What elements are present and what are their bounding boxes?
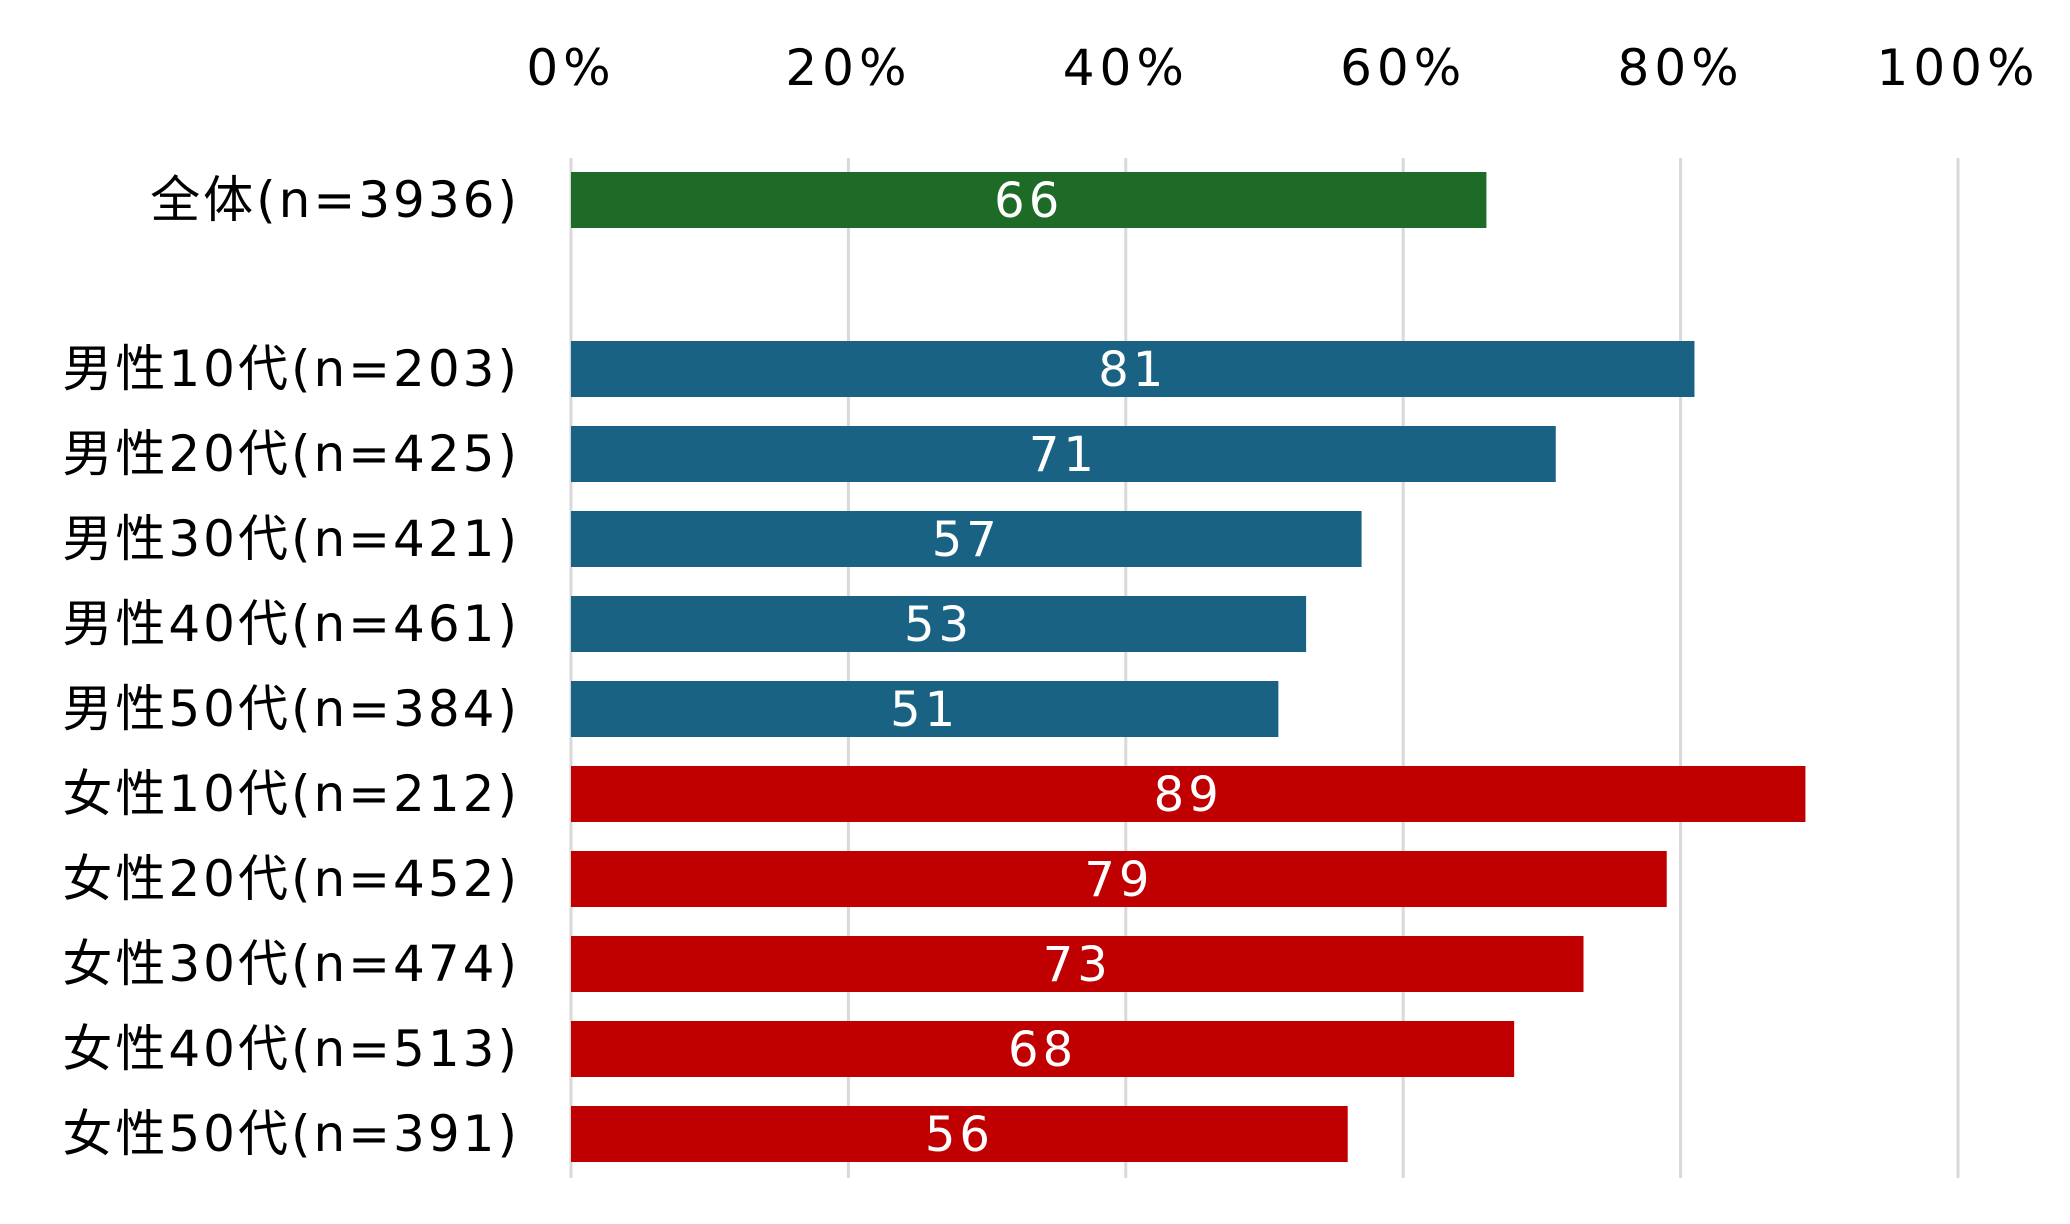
bar-4 [571, 596, 1307, 652]
data-label: 71 [1029, 427, 1098, 483]
category-label: 女性50代(n=391) [62, 1105, 520, 1163]
x-tick-label: 40% [1063, 39, 1189, 97]
bar-6 [571, 766, 1806, 822]
data-label: 51 [890, 682, 959, 738]
bar-3 [571, 511, 1362, 567]
x-tick-label: 20% [785, 39, 911, 97]
bar-1 [571, 341, 1695, 397]
category-label: 男性10代(n=203) [62, 340, 520, 398]
x-tick-label: 100% [1877, 39, 2040, 97]
category-labels: 全体(n=3936) 男性10代(n=203) 男性20代(n=425) 男性30代(… [62, 171, 520, 1163]
data-label: 81 [1098, 342, 1167, 398]
bar-0 [571, 172, 1487, 228]
x-axis-tick-labels: 0% 20% 40% 60% 80% 100% [526, 39, 2040, 97]
data-label: 66 [994, 173, 1063, 229]
gridlines [569, 158, 1960, 1178]
category-label: 女性10代(n=212) [62, 765, 520, 823]
bar-8 [571, 936, 1584, 992]
bar-9 [571, 1021, 1515, 1077]
bar-7 [571, 851, 1667, 907]
category-label: 男性30代(n=421) [62, 510, 520, 568]
category-label: 男性50代(n=384) [62, 680, 520, 738]
bar-2 [571, 426, 1556, 482]
bars [571, 172, 1806, 1162]
category-label: 男性20代(n=425) [62, 425, 520, 483]
data-label: 89 [1154, 767, 1223, 823]
bar-5 [571, 681, 1279, 737]
x-tick-label: 80% [1618, 39, 1744, 97]
bar-10 [571, 1106, 1348, 1162]
category-label: 女性20代(n=452) [62, 850, 520, 908]
category-label: 全体(n=3936) [150, 171, 520, 229]
data-label: 79 [1084, 852, 1153, 908]
category-label: 男性40代(n=461) [62, 595, 520, 653]
x-tick-label: 0% [526, 39, 615, 97]
data-label: 56 [925, 1107, 994, 1163]
x-tick-label: 60% [1340, 39, 1466, 97]
data-label: 53 [904, 597, 973, 653]
category-label: 女性30代(n=474) [62, 935, 520, 993]
data-label: 57 [932, 512, 1001, 568]
category-label: 女性40代(n=513) [62, 1020, 520, 1078]
data-label: 73 [1043, 937, 1112, 993]
data-label: 68 [1008, 1022, 1077, 1078]
